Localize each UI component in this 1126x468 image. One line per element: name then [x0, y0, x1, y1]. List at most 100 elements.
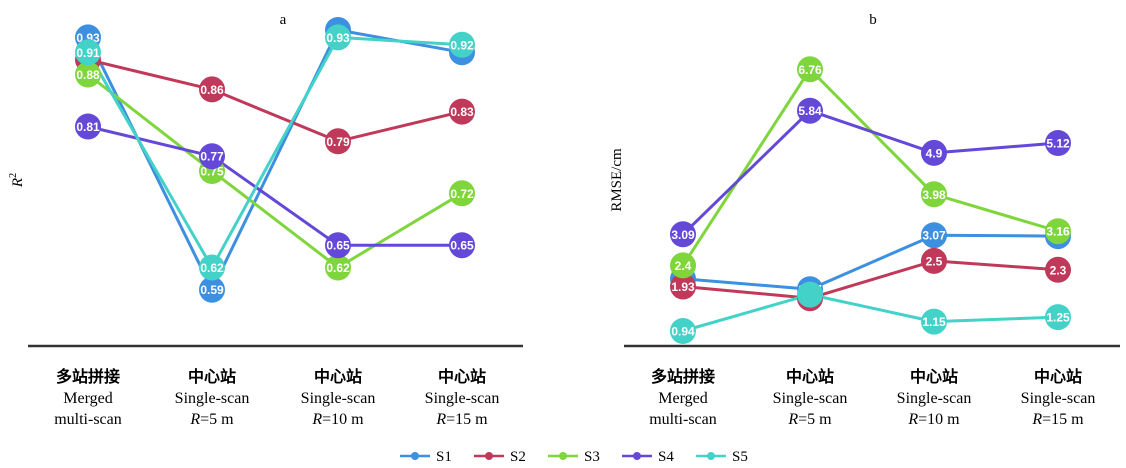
data-label-s4-b: 5.84 [798, 104, 822, 118]
category-label-r-symbol: R [311, 411, 322, 428]
data-label-s5-b: 1.25 [1046, 311, 1070, 325]
category-label-line1: Single-scan [301, 390, 376, 407]
data-label-s4-b: 4.9 [926, 146, 943, 160]
data-label-s3-a: 0.62 [326, 261, 350, 275]
data-point-s1-a [199, 276, 225, 303]
data-label-s2-a: 0.83 [450, 105, 474, 119]
category-label-radius: =10 m [322, 411, 364, 428]
category-label-radius: =10 m [918, 411, 960, 428]
series-line-s2-a [87, 58, 463, 143]
data-label-s3-b: 3.98 [922, 188, 946, 202]
data-label-s3-b: 6.76 [798, 63, 822, 77]
data-point-s2-b [1045, 256, 1071, 283]
category-label-line1: Single-scan [425, 390, 500, 407]
category-label-line1: Single-scan [175, 390, 250, 407]
legend-label-s5: S5 [732, 449, 748, 465]
panel-label-b: b [869, 12, 877, 28]
data-point-s4-a [75, 113, 101, 140]
data-point-s2-b [921, 247, 947, 274]
series-line-s2-b [682, 259, 1059, 300]
data-label-s2-a: 0.79 [326, 135, 350, 149]
category-label-zh: 中心站 [1034, 367, 1082, 386]
series-line-s3-a [87, 73, 463, 269]
data-point-s2-b [670, 273, 696, 300]
data-point-s4-b [670, 221, 696, 248]
category-label-line2: R=10 m [907, 411, 960, 428]
data-point-s3-b [797, 56, 823, 83]
category-label-line1: Merged [658, 390, 707, 407]
category-label-radius: =15 m [446, 411, 488, 428]
category-label-line2: R=5 m [189, 411, 234, 428]
data-point-s5-a [325, 24, 351, 51]
data-label-s5-b: 1.15 [922, 315, 946, 329]
series-line-s1-b [682, 233, 1059, 291]
data-label-s4-a: 0.65 [326, 239, 350, 253]
category-label-zh: 多站拼接 [56, 367, 120, 386]
category-label-line2: R=5 m [787, 411, 832, 428]
legend-label-s2: S2 [510, 449, 526, 465]
data-label-s4-b: 5.12 [1046, 137, 1070, 151]
data-point-s5-a [199, 254, 225, 281]
data-point-s5-b [921, 308, 947, 335]
chart-panel-a: a R2 多站拼接Mergedmulti-scan中心站Single-scanR… [8, 12, 523, 428]
data-label-s2-b: 2.3 [1050, 263, 1067, 277]
legend-marker-s2 [485, 452, 493, 460]
category-label-line1: Single-scan [773, 390, 848, 407]
data-point-s3-a [75, 61, 101, 88]
y-axis-label-a-sup: 2 [8, 173, 19, 178]
data-label-s3-a: 0.72 [450, 187, 474, 201]
y-axis-label-a-base: R [10, 178, 26, 188]
data-label-s5-a: 0.93 [326, 31, 350, 45]
y-axis-label-a: R2 [8, 173, 26, 188]
category-label-line1: Single-scan [1021, 390, 1096, 407]
legend-label-s3: S3 [584, 449, 600, 465]
category-label-radius: =15 m [1042, 411, 1084, 428]
category-label-zh: 中心站 [786, 367, 834, 386]
data-label-s5-a: 0.62 [200, 261, 224, 275]
data-point-s4-b [921, 139, 947, 166]
category-label-line2: R=10 m [311, 411, 364, 428]
data-point-s3-b [921, 181, 947, 208]
series-line-s5-a [86, 35, 463, 269]
data-label-s2-b: 2.5 [926, 254, 943, 268]
category-label-zh: 中心站 [910, 367, 958, 386]
data-point-s3-b [1045, 218, 1071, 245]
data-point-s5-b [797, 281, 823, 308]
category-label-radius: =5 m [798, 411, 832, 428]
category-label-zh: 中心站 [188, 367, 236, 386]
category-label-r-symbol: R [435, 411, 446, 428]
data-label-s3-a: 0.88 [76, 68, 100, 82]
category-label-r-symbol: R [189, 411, 200, 428]
data-label-s3-b: 2.4 [675, 259, 692, 273]
category-label-zh: 多站拼接 [651, 367, 715, 386]
data-point-s2-a [325, 128, 351, 155]
data-point-s4-a [449, 232, 475, 259]
data-label-s1-b: 3.07 [922, 229, 946, 243]
category-label-zh: 中心站 [438, 367, 486, 386]
legend-marker-s3 [559, 452, 567, 460]
data-label-s1-a: 0.59 [200, 283, 224, 297]
series-line-s1-a [86, 28, 463, 292]
data-label-s3-b: 3.16 [1046, 225, 1070, 239]
category-label-line2: R=15 m [1031, 411, 1084, 428]
data-point-s5-a [449, 31, 475, 58]
data-point-s4-a [199, 143, 225, 170]
legend: S1 S2 S3 S4 S5 [400, 449, 748, 465]
data-point-s2-a [199, 76, 225, 103]
data-label-s5-a: 0.92 [450, 38, 474, 52]
y-axis-label-b: RMSE/cm [609, 148, 625, 212]
category-label-r-symbol: R [1031, 411, 1042, 428]
data-point-s3-b [670, 252, 696, 279]
data-label-s3-a: 0.75 [200, 165, 224, 179]
data-label-s5-b: 0.94 [671, 325, 695, 339]
category-label-r-symbol: R [787, 411, 798, 428]
legend-label-s1: S1 [436, 449, 452, 465]
data-point-s4-a [325, 232, 351, 259]
category-label-line2: multi-scan [649, 411, 717, 428]
data-point-s1-b [921, 222, 947, 249]
category-label-radius: =5 m [200, 411, 234, 428]
data-point-s5-b [670, 318, 696, 344]
data-label-s5-a: 0.91 [76, 46, 100, 60]
data-label-s4-a: 0.65 [450, 239, 474, 253]
